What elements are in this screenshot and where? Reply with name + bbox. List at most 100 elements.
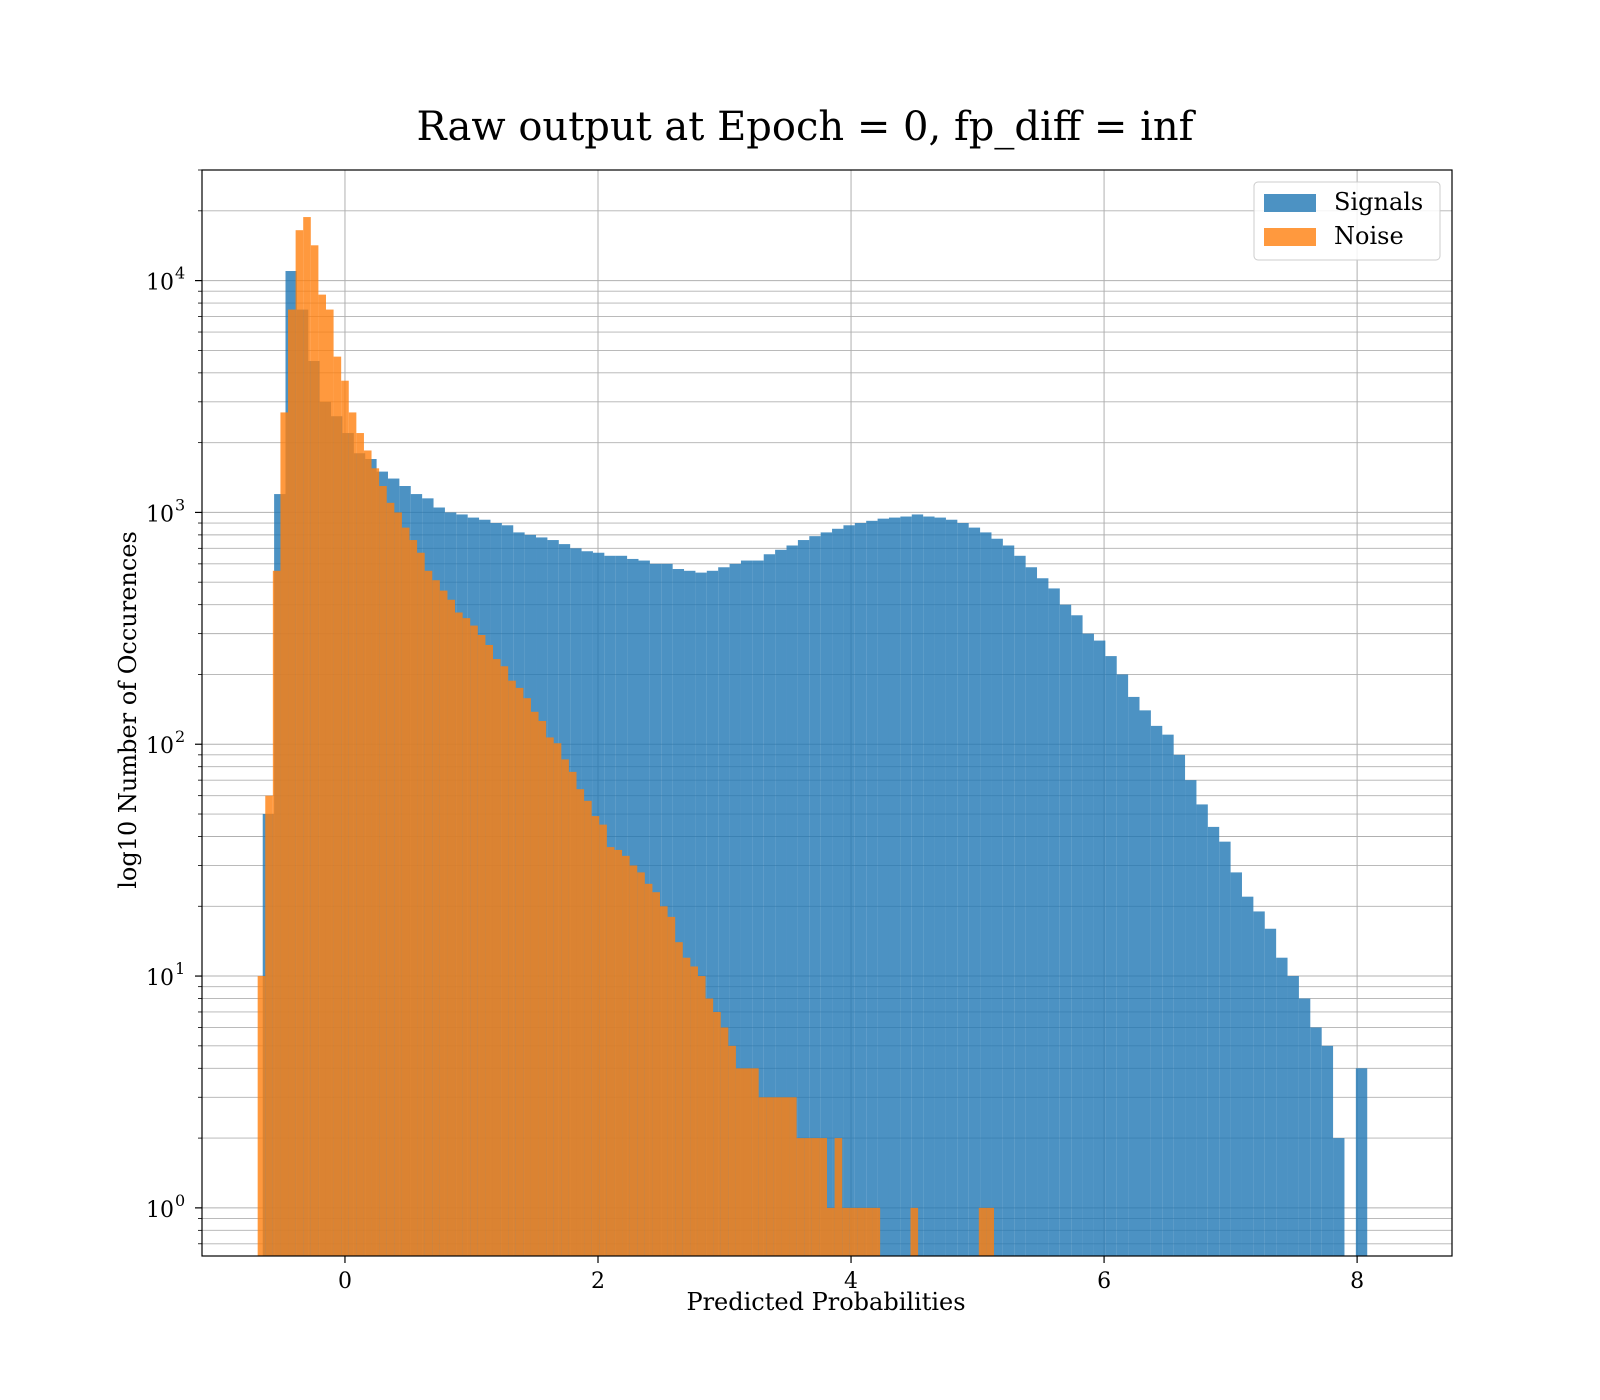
legend-swatch-noise: [1264, 228, 1316, 246]
legend-swatch-signals: [1264, 194, 1316, 212]
histogram-bar-noise: [530, 711, 539, 1256]
x-tick-label: 8: [1350, 1269, 1364, 1294]
histogram-bar-noise: [492, 659, 501, 1256]
histogram-bar-signals: [1310, 1027, 1322, 1256]
histogram-bar-signals: [775, 549, 787, 1256]
histogram-bar-noise: [477, 634, 486, 1256]
histogram-bar-noise: [561, 759, 569, 1256]
histogram-bar-noise: [842, 1207, 850, 1256]
histogram-bar-noise: [720, 1027, 729, 1256]
histogram-bar-signals: [729, 563, 741, 1256]
histogram-bar-signals: [763, 554, 776, 1256]
histogram-bar-signals: [832, 528, 844, 1256]
histogram-bar-noise: [295, 230, 304, 1256]
histogram-bar-noise: [356, 433, 364, 1256]
y-tick-label: 10: [146, 1198, 174, 1223]
histogram-bar-signals: [1059, 604, 1072, 1256]
histogram-bar-noise: [659, 906, 668, 1256]
histogram-bar-noise: [766, 1097, 774, 1256]
histogram-bar-signals: [786, 545, 798, 1256]
histogram-bar-noise: [811, 1138, 820, 1256]
histogram-bar-signals: [1241, 896, 1254, 1256]
histogram-bar-noise: [325, 309, 334, 1256]
histogram-bar-noise: [637, 872, 645, 1256]
histogram-bar-signals: [1219, 841, 1231, 1256]
histogram-bar-noise: [394, 512, 402, 1256]
x-axis-label: Predicted Probabilities: [686, 1288, 965, 1316]
histogram-bar-noise: [796, 1138, 805, 1256]
histogram-bar-signals: [706, 570, 719, 1256]
histogram-bar-noise: [257, 976, 266, 1256]
histogram-bar-noise: [614, 849, 623, 1256]
histogram-bar-signals: [1002, 545, 1015, 1256]
histogram-bar-signals: [900, 516, 912, 1256]
histogram-bar-signals: [1196, 804, 1208, 1256]
histogram-bar-noise: [371, 468, 380, 1257]
y-tick-exponent: 4: [175, 264, 185, 283]
histogram-bar-signals: [934, 517, 946, 1256]
legend: Signals Noise: [1253, 181, 1441, 261]
histogram-bar-noise: [318, 294, 326, 1257]
histogram-bar-noise: [508, 680, 516, 1256]
histogram-bar-signals: [1093, 640, 1106, 1256]
plot-frame: [201, 169, 1453, 1257]
histogram-bar-noise: [735, 1068, 744, 1256]
histogram-bar-signals: [854, 523, 867, 1256]
histogram-bar-noise: [272, 570, 281, 1256]
histogram-bar-signals: [672, 569, 685, 1256]
histogram-bar-noise: [743, 1068, 752, 1256]
histogram-bar-noise: [629, 865, 638, 1256]
histogram-bar-noise: [424, 570, 433, 1256]
histogram-bar-noise: [864, 1207, 873, 1256]
histogram-bar-noise: [789, 1097, 797, 1256]
histogram-bar-signals: [1276, 957, 1288, 1256]
histogram-bar-noise: [515, 687, 524, 1256]
histogram-bar-noise: [439, 590, 448, 1256]
histogram-bar-noise: [538, 720, 547, 1256]
histogram-bar-noise: [432, 580, 440, 1256]
histogram-bar-noise: [781, 1097, 790, 1256]
histogram-bar-signals: [820, 532, 833, 1256]
histogram-bar-signals: [980, 532, 992, 1256]
histogram-bar-signals: [1128, 696, 1140, 1256]
histogram-bar-noise: [667, 916, 676, 1256]
histogram-bar-noise: [644, 883, 653, 1256]
y-tick-exponent: 0: [175, 1191, 185, 1210]
histogram-bar-noise: [758, 1097, 767, 1256]
histogram-bar-noise: [310, 245, 319, 1257]
x-tick-label: 2: [591, 1269, 605, 1294]
histogram-bar-noise: [348, 412, 357, 1256]
histogram-bar-signals: [1014, 555, 1026, 1256]
histogram-bar-signals: [1139, 710, 1151, 1256]
histogram-bar-noise: [379, 486, 387, 1256]
histogram-bar-noise: [265, 795, 273, 1256]
histogram-bar-noise: [401, 527, 410, 1256]
histogram-bar-noise: [675, 942, 683, 1256]
histogram-bar-signals: [1150, 725, 1163, 1256]
histogram-bar-noise: [386, 502, 395, 1256]
histogram-bar-signals: [1333, 1138, 1345, 1256]
histogram-bar-noise: [584, 800, 592, 1256]
histogram-bar-signals: [752, 560, 764, 1256]
y-tick-exponent: 1: [175, 959, 185, 978]
histogram-bar-signals: [911, 514, 924, 1256]
histogram-bar-noise: [485, 644, 493, 1256]
chart-title: Raw output at Epoch = 0, fp_diff = inf: [417, 104, 1197, 150]
histogram-bar-noise: [341, 380, 349, 1256]
histogram-bar-signals: [957, 523, 969, 1256]
histogram-bar-noise: [910, 1207, 919, 1256]
x-tick-label: 0: [338, 1269, 352, 1294]
histogram-bar-noise: [986, 1207, 995, 1256]
histogram-bar-signals: [1162, 734, 1174, 1256]
histogram-bar-signals: [1287, 976, 1299, 1256]
histogram-bar-noise: [417, 552, 425, 1256]
histogram-bar-noise: [728, 1045, 736, 1256]
histogram-bar-signals: [843, 525, 855, 1256]
histogram-bar-noise: [553, 743, 562, 1256]
histogram-bar-signals: [968, 527, 981, 1256]
histogram-bar-noise: [652, 892, 660, 1256]
x-tick-label: 6: [1097, 1269, 1111, 1294]
histogram-bar-noise: [462, 618, 471, 1256]
histogram-bar-signals: [797, 540, 810, 1256]
